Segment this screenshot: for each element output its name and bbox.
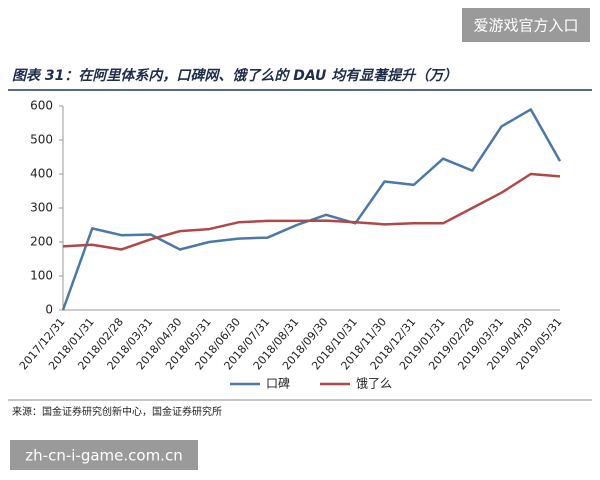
y-tick-label: 100 [30,269,53,283]
legend-label: 口碑 [266,376,290,391]
y-tick-label: 600 [30,99,53,113]
watermark-box [10,440,198,470]
watermark: 爱游戏官方入口 [473,17,578,35]
watermark-box [462,8,590,42]
y-tick-label: 500 [30,133,53,147]
series-line [62,172,561,251]
y-tick-label: 400 [30,167,53,181]
y-tick-label: 0 [45,303,53,317]
source: 来源：国金证券研究创新中心，国金证券研究所 [12,405,222,418]
chart-title: 图表 31：在阿里体系内，口碑网、饿了么的 DAU 均有显著提升（万） [12,67,457,84]
series-line [61,108,562,311]
legend-label: 饿了么 [356,377,392,391]
y-tick-label: 300 [30,201,53,215]
y-tick-label: 200 [30,235,53,249]
watermark: zh-cn-i-game.com.cn [25,447,182,465]
